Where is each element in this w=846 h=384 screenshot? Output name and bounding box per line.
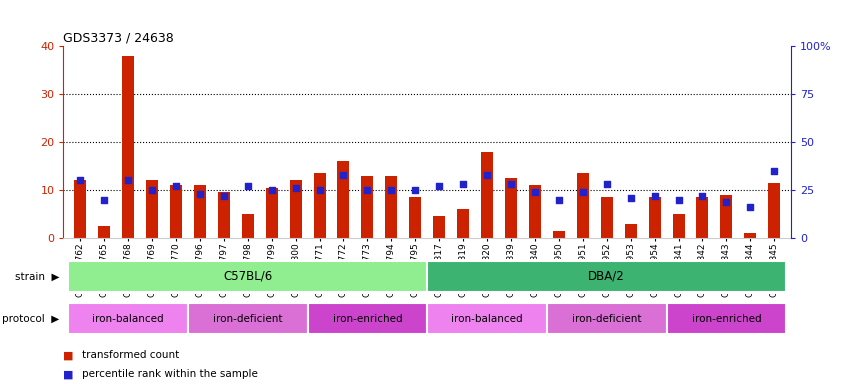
Bar [266, 188, 277, 238]
Bar [427, 303, 547, 334]
Point [385, 187, 398, 193]
Bar [314, 173, 326, 238]
Point [600, 181, 613, 187]
Point [672, 197, 685, 203]
Text: C57BL/6: C57BL/6 [223, 270, 272, 283]
Bar [361, 176, 373, 238]
Point [217, 193, 231, 199]
Bar [696, 197, 708, 238]
Bar [529, 185, 541, 238]
Point [744, 204, 757, 210]
Point [648, 193, 662, 199]
Bar [122, 56, 134, 238]
Bar [146, 180, 158, 238]
Text: iron-enriched: iron-enriched [332, 314, 402, 324]
Text: iron-deficient: iron-deficient [572, 314, 641, 324]
Bar [601, 197, 613, 238]
Point [456, 181, 470, 187]
Bar [721, 195, 733, 238]
Text: ■: ■ [63, 369, 74, 379]
Bar [188, 303, 308, 334]
Bar [744, 233, 756, 238]
Text: ■: ■ [63, 350, 74, 360]
Point [409, 187, 422, 193]
Bar [427, 261, 786, 292]
Point [169, 183, 183, 189]
Point [74, 177, 87, 184]
Bar [624, 223, 637, 238]
Point [313, 187, 327, 193]
Point [624, 195, 637, 201]
Bar [457, 209, 470, 238]
Bar [289, 180, 301, 238]
Text: DBA/2: DBA/2 [588, 270, 625, 283]
Point [552, 197, 566, 203]
Bar [308, 303, 427, 334]
Point [337, 172, 350, 178]
Bar [98, 226, 110, 238]
Point [193, 191, 206, 197]
Point [265, 187, 278, 193]
Point [576, 189, 590, 195]
Bar [69, 303, 188, 334]
Bar [481, 152, 493, 238]
Bar [433, 217, 445, 238]
Bar [409, 197, 421, 238]
Text: GDS3373 / 24638: GDS3373 / 24638 [63, 32, 174, 45]
Bar [768, 183, 780, 238]
Bar [553, 231, 565, 238]
Text: iron-balanced: iron-balanced [451, 314, 523, 324]
Point [481, 172, 494, 178]
Bar [217, 192, 230, 238]
Bar [673, 214, 684, 238]
Text: iron-balanced: iron-balanced [92, 314, 164, 324]
Text: transformed count: transformed count [82, 350, 179, 360]
Text: percentile rank within the sample: percentile rank within the sample [82, 369, 258, 379]
Bar [242, 214, 254, 238]
Text: protocol  ▶: protocol ▶ [2, 314, 59, 324]
Text: strain  ▶: strain ▶ [14, 271, 59, 281]
Bar [547, 303, 667, 334]
Point [432, 183, 446, 189]
Point [695, 193, 709, 199]
Text: iron-enriched: iron-enriched [691, 314, 761, 324]
Point [504, 181, 518, 187]
Bar [194, 185, 206, 238]
Bar [649, 197, 661, 238]
Point [121, 177, 135, 184]
Point [288, 185, 302, 191]
Bar [74, 180, 86, 238]
Point [767, 168, 781, 174]
Text: iron-deficient: iron-deficient [213, 314, 283, 324]
Bar [577, 173, 589, 238]
Bar [338, 161, 349, 238]
Bar [505, 178, 517, 238]
Bar [170, 185, 182, 238]
Point [241, 183, 255, 189]
Point [720, 199, 733, 205]
Bar [667, 303, 786, 334]
Point [97, 197, 111, 203]
Point [360, 187, 374, 193]
Point [146, 187, 159, 193]
Bar [385, 176, 398, 238]
Point [528, 189, 541, 195]
Bar [69, 261, 427, 292]
